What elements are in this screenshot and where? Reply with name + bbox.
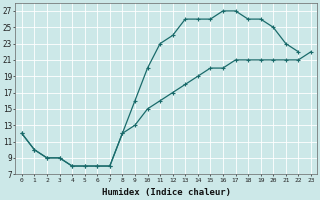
X-axis label: Humidex (Indice chaleur): Humidex (Indice chaleur) bbox=[102, 188, 231, 197]
